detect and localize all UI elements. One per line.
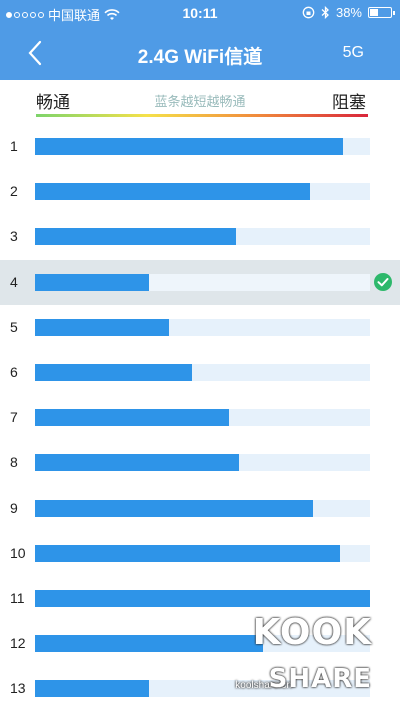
channel-congestion-track	[35, 138, 370, 155]
channel-congestion-bar	[35, 409, 230, 427]
channel-congestion-track	[35, 409, 370, 427]
legend-gradient-bar	[36, 114, 368, 117]
congestion-legend: 畅通 蓝条越短越畅通 阻塞	[0, 80, 400, 124]
channel-congestion-track	[35, 454, 370, 472]
watermark: KOOK koolshare.cn SHARE	[235, 612, 388, 710]
channel-row[interactable]: 8	[0, 440, 400, 485]
channel-row[interactable]: 7	[0, 395, 400, 440]
status-time: 10:11	[182, 5, 218, 21]
status-bar: 中国联通 10:11 38%	[0, 0, 400, 26]
channel-congestion-track	[35, 499, 370, 517]
battery-percent: 38%	[335, 5, 362, 20]
channel-congestion-bar	[35, 318, 169, 336]
channel-congestion-bar	[35, 544, 340, 562]
channel-row[interactable]: 11	[0, 576, 400, 621]
channel-row[interactable]: 9	[0, 486, 400, 531]
channel-congestion-track	[35, 680, 370, 698]
status-right: 38%	[302, 5, 395, 20]
channel-congestion-bar	[35, 138, 344, 155]
back-chevron-icon[interactable]	[22, 36, 52, 70]
channel-number: 6	[10, 364, 18, 380]
channel-congestion-track	[35, 183, 370, 201]
channel-number: 11	[10, 590, 25, 606]
selected-check-icon	[374, 272, 392, 291]
channel-number: 9	[10, 499, 18, 516]
carrier-name: 中国联通	[48, 8, 101, 23]
watermark-site: koolshare.cn	[235, 680, 292, 691]
channel-congestion-track	[35, 318, 370, 336]
band-5g-button[interactable]: 5G	[342, 44, 364, 61]
channel-number: 7	[10, 409, 18, 426]
channel-number: 8	[10, 454, 18, 471]
channel-congestion-track	[35, 590, 370, 607]
channel-congestion-bar	[35, 590, 370, 607]
channel-congestion-track	[35, 364, 370, 381]
channel-congestion-track	[35, 544, 370, 562]
bluetooth-icon	[321, 6, 329, 19]
channel-congestion-bar	[35, 364, 193, 381]
channel-number: 2	[10, 183, 18, 200]
channel-number: 3	[10, 228, 18, 245]
channel-number: 4	[10, 273, 18, 290]
channel-number: 12	[10, 635, 26, 652]
legend-congested-label: 阻塞	[332, 93, 366, 112]
channel-row[interactable]: 3	[0, 214, 400, 259]
channel-row[interactable]: 6	[0, 350, 400, 395]
page-title: 2.4G WiFi信道	[137, 47, 263, 68]
channel-number: 13	[10, 680, 26, 697]
channel-row[interactable]: 13	[0, 666, 400, 711]
signal-strength-icon	[6, 11, 44, 18]
channel-congestion-bar	[35, 228, 236, 246]
battery-icon	[368, 7, 395, 18]
channel-congestion-track	[35, 273, 370, 291]
nav-bar: 2.4G WiFi信道 5G	[0, 26, 400, 80]
channel-row[interactable]: 5	[0, 305, 400, 350]
watermark-line1: KOOK	[252, 612, 372, 653]
channel-row[interactable]: 10	[0, 531, 400, 576]
channel-congestion-bar	[35, 183, 310, 201]
legend-hint: 蓝条越短越畅通	[154, 94, 246, 109]
channel-congestion-track	[35, 228, 370, 246]
channel-row[interactable]: 4	[0, 259, 400, 305]
channel-congestion-bar	[35, 635, 263, 653]
watermark-line2: SHARE	[268, 664, 372, 694]
channel-congestion-bar	[35, 454, 240, 472]
channel-congestion-bar	[35, 499, 314, 517]
channel-congestion-bar	[35, 273, 149, 291]
channel-number: 1	[10, 138, 18, 154]
channel-number: 5	[10, 318, 18, 335]
channel-number: 10	[10, 544, 26, 561]
channel-row[interactable]: 12	[0, 621, 400, 666]
channel-row[interactable]: 2	[0, 169, 400, 214]
wifi-icon	[104, 8, 120, 20]
legend-clear-label: 畅通	[36, 93, 70, 112]
status-left: 中国联通	[6, 5, 120, 24]
channel-row[interactable]: 1	[0, 124, 400, 169]
channel-congestion-bar	[35, 680, 149, 698]
channel-congestion-track	[35, 635, 370, 653]
rotation-lock-icon	[302, 6, 315, 19]
